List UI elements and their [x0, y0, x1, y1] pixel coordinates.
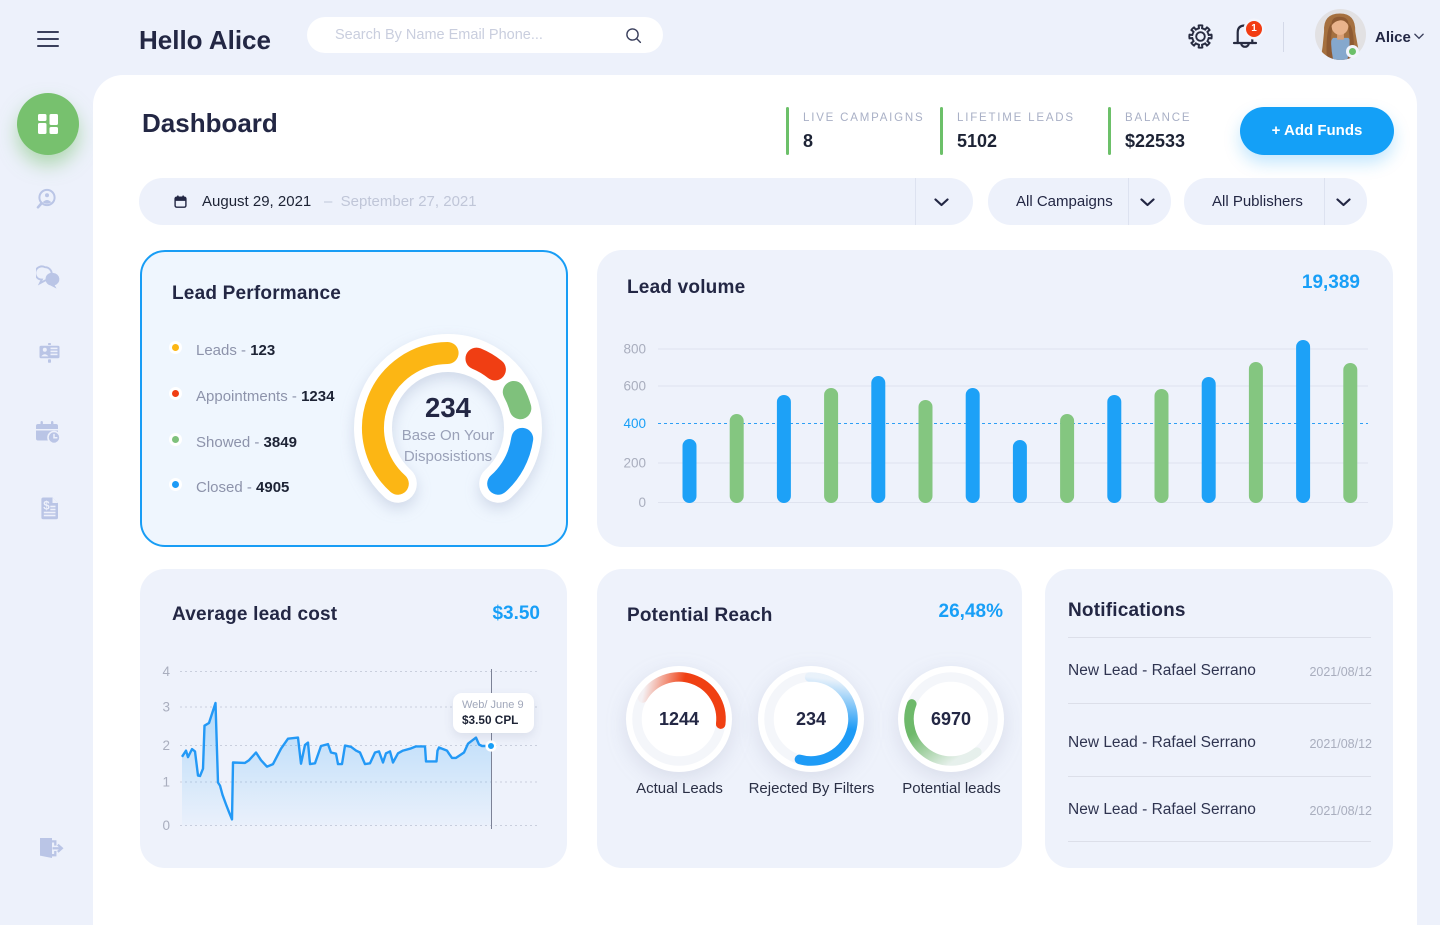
- svg-text:$: $: [43, 501, 50, 513]
- svg-text:3: 3: [162, 700, 170, 715]
- svg-text:2: 2: [162, 738, 170, 753]
- svg-text:6970: 6970: [931, 709, 971, 729]
- svg-text:600: 600: [623, 379, 646, 394]
- svg-text:800: 800: [623, 342, 646, 357]
- svg-text:234: 234: [796, 709, 826, 729]
- svg-text:1244: 1244: [659, 709, 699, 729]
- svg-text:1: 1: [162, 775, 170, 790]
- svg-text:0: 0: [162, 818, 170, 833]
- svg-text:0: 0: [638, 495, 646, 510]
- svg-text:400: 400: [623, 416, 646, 431]
- svg-text:4: 4: [162, 664, 170, 679]
- svg-text:200: 200: [623, 456, 646, 471]
